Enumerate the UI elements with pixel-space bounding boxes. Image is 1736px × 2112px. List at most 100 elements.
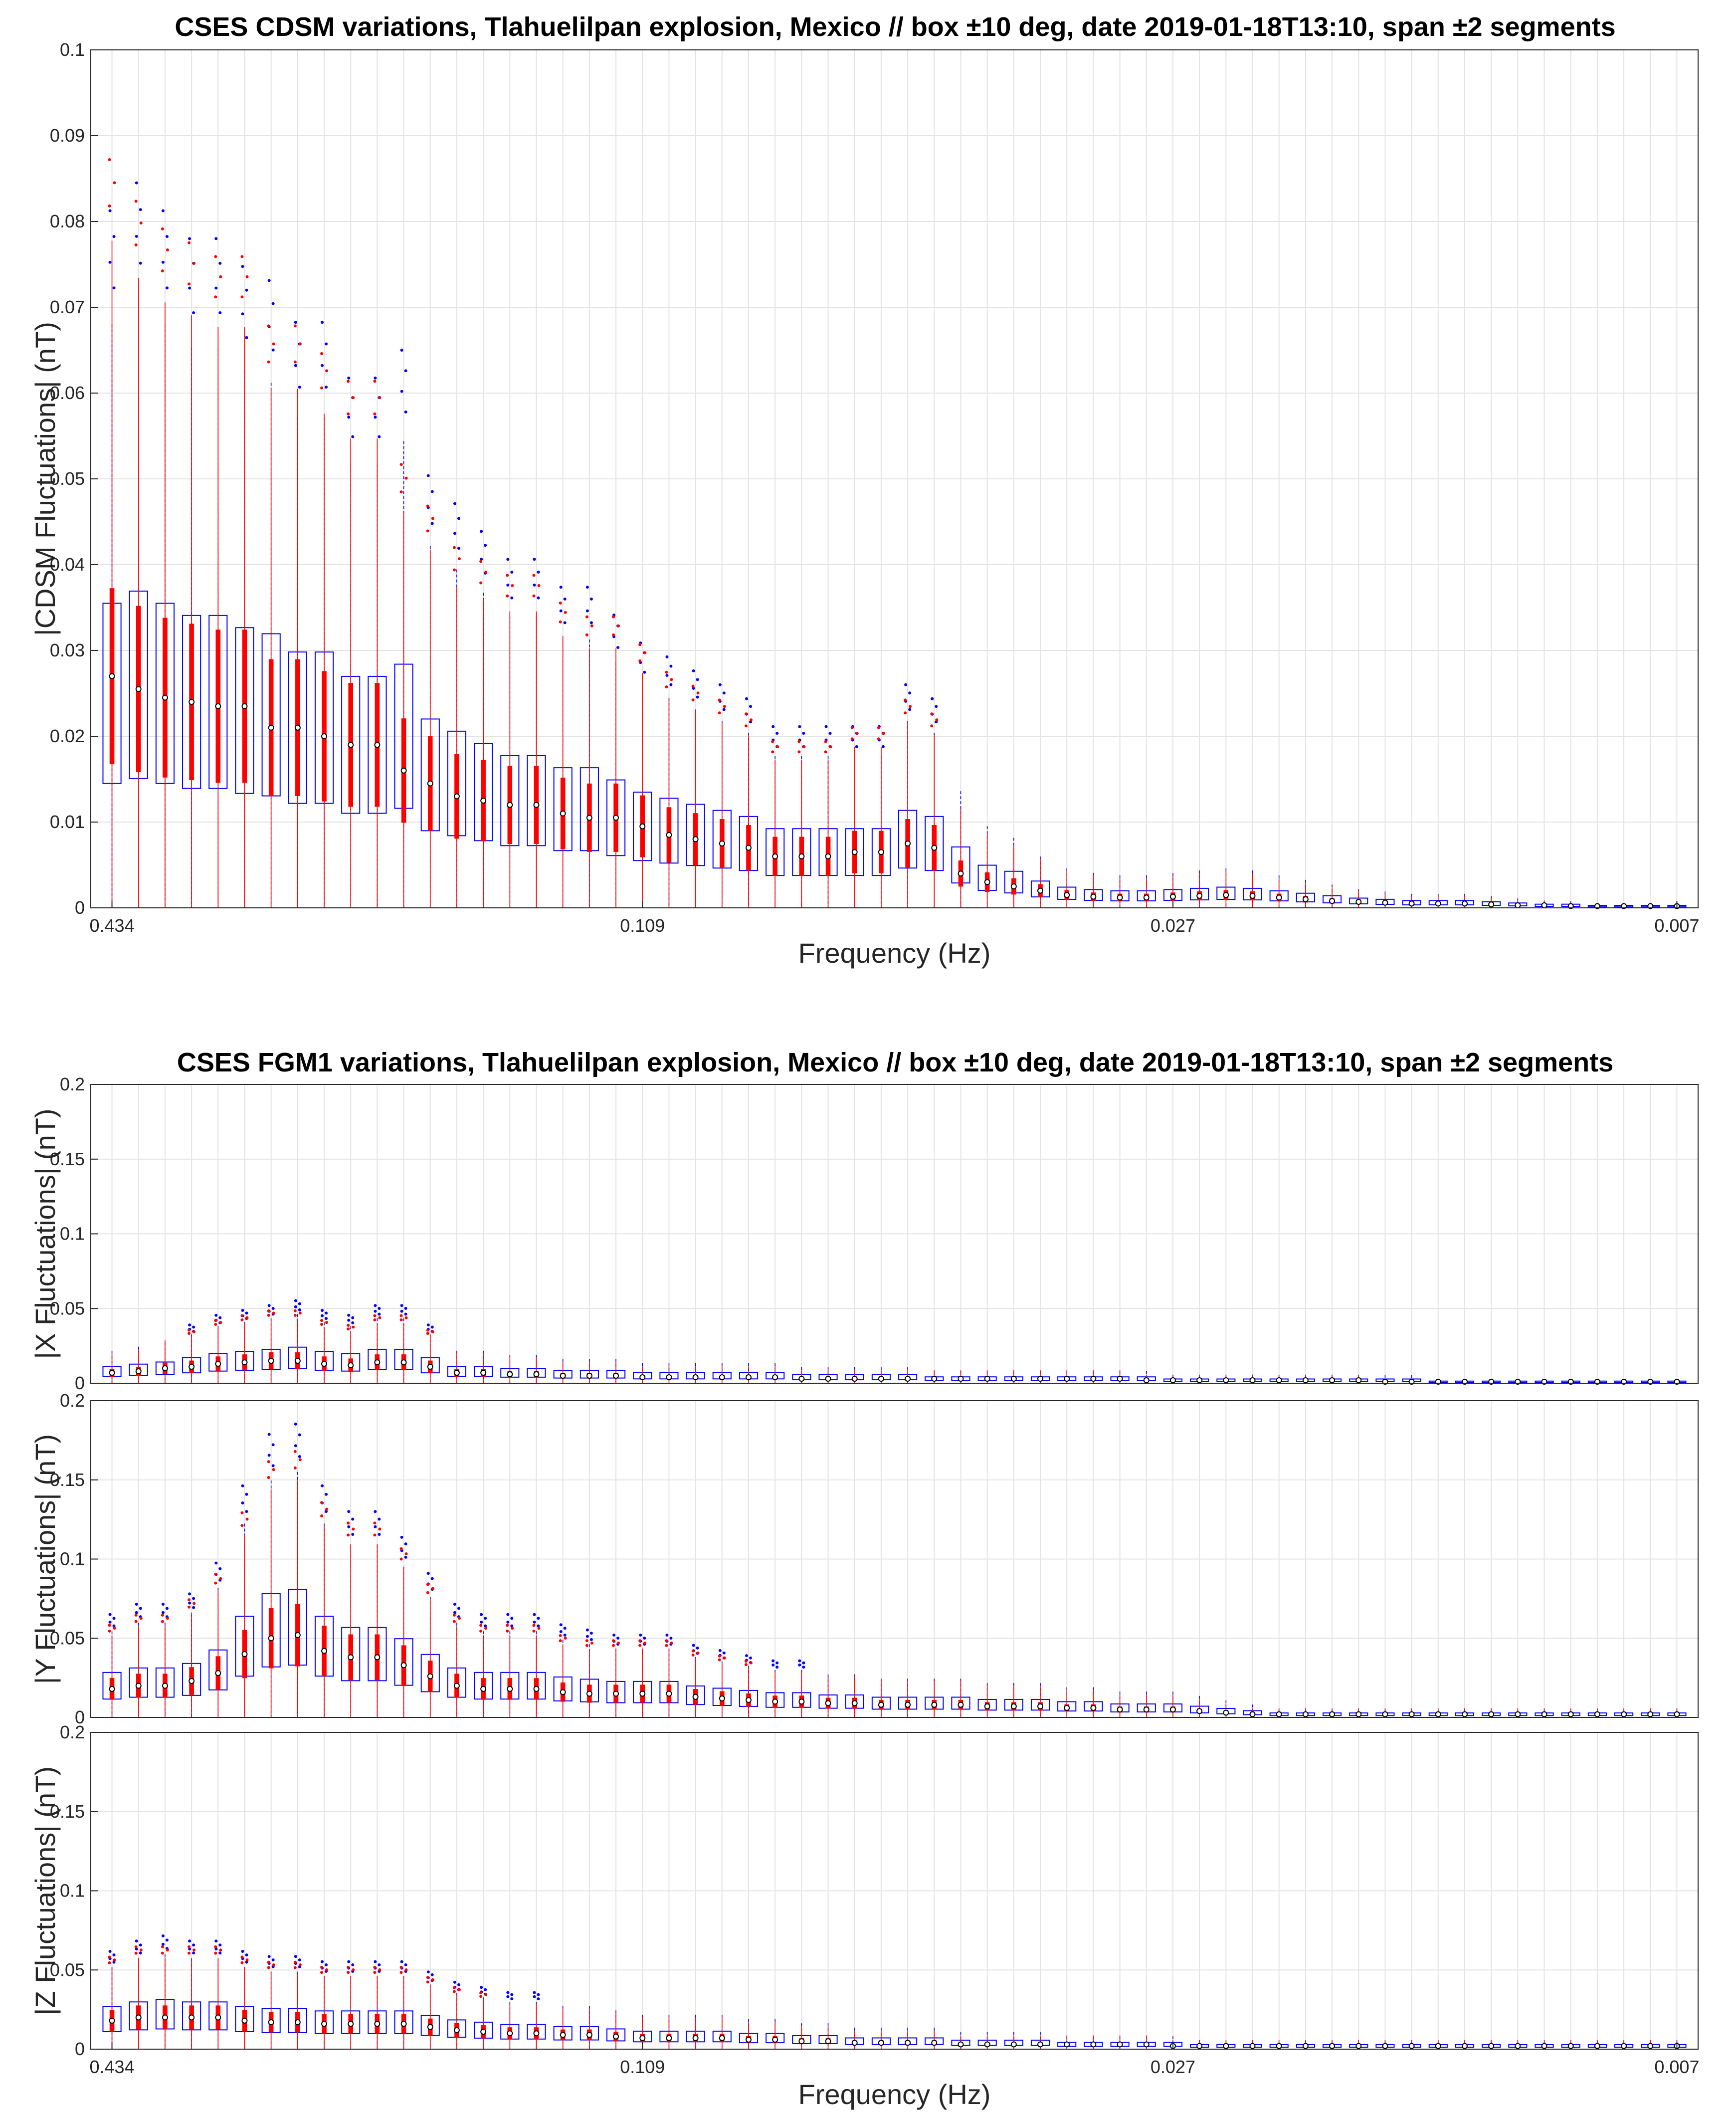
blue-outlier (294, 1422, 297, 1426)
median-marker (851, 1700, 858, 1706)
median-marker (1064, 1704, 1070, 1711)
red-outlier (399, 463, 403, 466)
median-marker (719, 1695, 725, 1701)
red-outlier (240, 1524, 244, 1527)
red-outlier (877, 737, 880, 741)
red-outlier (378, 1316, 382, 1319)
median-marker (1276, 894, 1282, 901)
median-marker (1143, 1706, 1150, 1713)
median-marker (772, 1374, 778, 1381)
red-outlier (188, 1945, 191, 1948)
red-outlier (320, 1965, 324, 1969)
blue-outlier (267, 279, 271, 282)
blue-outlier (510, 571, 514, 574)
median-marker (1621, 2043, 1627, 2049)
median-marker (1249, 1711, 1256, 1717)
median-marker (1382, 899, 1388, 906)
median-marker (400, 1662, 407, 1669)
median-marker (533, 802, 540, 808)
blue-outlier (267, 1955, 271, 1958)
red-outlier (108, 1624, 111, 1627)
median-marker (1223, 1377, 1229, 1384)
blue-outlier (696, 695, 699, 699)
red-outlier (272, 342, 275, 346)
median-marker (613, 1373, 619, 1379)
median-marker (1169, 893, 1176, 900)
blue-outlier (457, 547, 460, 550)
red-outlier (352, 1527, 355, 1531)
y-axis-label: |Z Fluctuations| (nT) (29, 1766, 61, 2015)
blue-outlier (400, 1960, 403, 1963)
median-marker (851, 1376, 858, 1382)
red-outlier (378, 396, 382, 400)
median-marker (1621, 1711, 1627, 1717)
median-marker (1169, 1706, 1176, 1713)
blue-outlier (639, 1633, 642, 1637)
blue-outlier (585, 586, 589, 589)
blue-outlier (218, 261, 222, 265)
blue-outlier (798, 1659, 801, 1663)
red-outlier (293, 1309, 297, 1312)
blue-outlier (537, 1993, 540, 1996)
blue-outlier (321, 1484, 324, 1487)
blue-outlier (378, 435, 381, 438)
red-outlier (240, 1961, 244, 1964)
median-marker (215, 1670, 221, 1677)
blue-outlier (718, 1649, 722, 1652)
axis-frame (90, 1084, 1699, 1384)
red-outlier (696, 691, 700, 695)
median-marker (480, 1370, 487, 1376)
panel-1-2: 0 0.05 0.1 0.15 0.2 0.434 0.109 0.027 0.007 |Z Fl… (29, 1722, 1699, 2110)
blue-outlier (241, 1484, 244, 1487)
blue-outlier (457, 1983, 460, 1986)
red-outlier (113, 1627, 116, 1630)
red-outlier (511, 1627, 514, 1630)
blue-outlier (400, 349, 403, 352)
red-outlier (585, 1639, 588, 1643)
red-outlier (293, 1966, 297, 1969)
red-outlier (426, 504, 429, 508)
median-marker (294, 2019, 301, 2026)
blue-outlier (351, 1532, 355, 1536)
fgm1-title: CSES FGM1 variations, Tlahuelilpan explo… (177, 1048, 1613, 1077)
red-outlier (214, 1945, 217, 1948)
red-outlier (399, 1318, 403, 1321)
median-marker (1302, 1377, 1309, 1384)
median-marker (666, 2035, 672, 2041)
red-outlier (452, 1986, 456, 1989)
red-outlier (188, 1605, 191, 1609)
red-outlier (134, 200, 138, 203)
red-outlier (431, 1587, 434, 1590)
red-outlier (214, 1319, 217, 1322)
blue-outlier (400, 1309, 403, 1313)
median-marker (958, 2041, 964, 2048)
blue-outlier (404, 369, 407, 373)
blue-outlier (267, 1304, 271, 1307)
blue-outlier (430, 1577, 434, 1580)
red-outlier (532, 1629, 536, 1633)
blue-outlier (480, 1986, 483, 1989)
red-outlier (617, 624, 620, 628)
median-marker (931, 1701, 938, 1708)
blue-outlier (537, 1617, 540, 1620)
median-marker (400, 2021, 407, 2027)
red-outlier (161, 1613, 164, 1617)
blue-outlier (537, 1997, 540, 2001)
red-outlier (293, 1313, 297, 1317)
median-marker (1408, 1711, 1415, 1717)
blue-outlier (457, 517, 460, 520)
red-outlier (744, 712, 748, 716)
median-marker (1143, 894, 1150, 901)
blue-outlier (696, 678, 699, 681)
blue-outlier (426, 1323, 430, 1327)
red-outlier (404, 1968, 408, 1971)
median-marker (109, 1686, 115, 1692)
red-outlier (855, 732, 859, 735)
red-outlier (452, 1613, 456, 1617)
median-marker (613, 815, 619, 821)
red-outlier (293, 360, 297, 364)
median-marker (1037, 1376, 1044, 1382)
blue-outlier (192, 311, 195, 315)
red-outlier (797, 740, 801, 743)
